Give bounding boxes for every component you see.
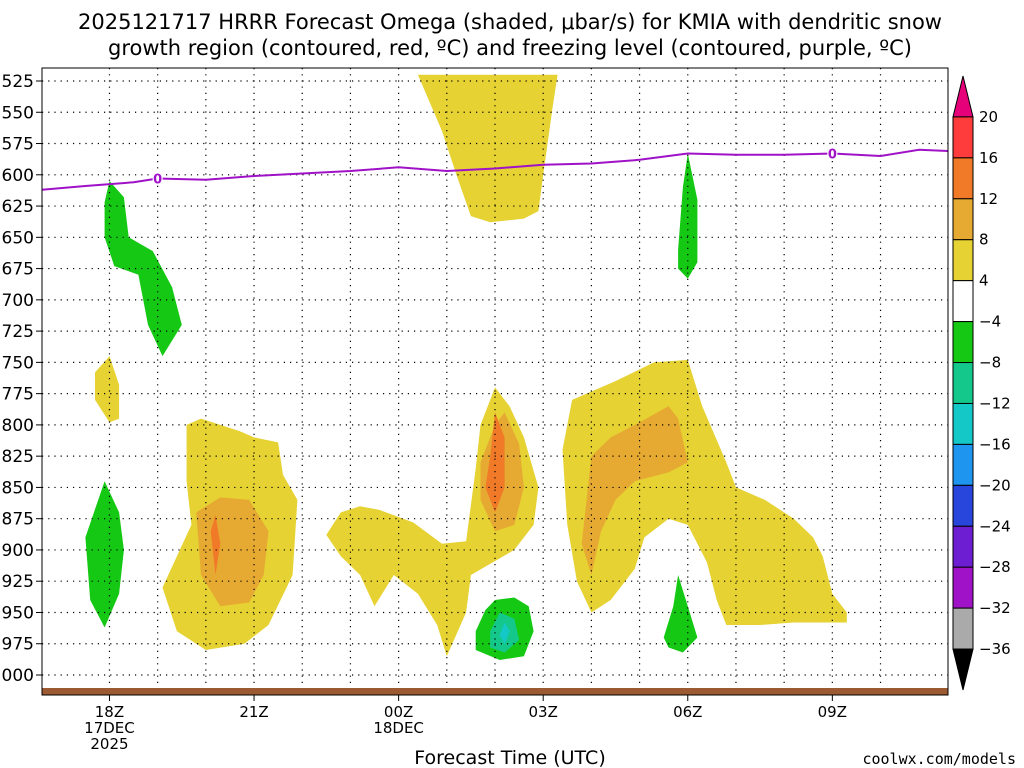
- x-tick-label: 17DEC: [84, 719, 135, 737]
- freezing-level-label: 0: [153, 173, 162, 188]
- colorbar-bin: [952, 239, 974, 282]
- x-tick-label: 21Z: [239, 703, 268, 721]
- colorbar-bin: [952, 484, 974, 527]
- colorbar-label: −4: [979, 313, 1001, 331]
- y-tick-label: 575: [2, 135, 34, 155]
- freezing-level-line: [42, 148, 948, 191]
- y-tick-label: 725: [2, 322, 34, 342]
- colorbar-bin: [952, 566, 974, 609]
- y-tick-label: 800: [2, 416, 34, 436]
- y-tick-label: 750: [2, 353, 34, 373]
- freezing-label-bg: [827, 145, 838, 161]
- y-tick-label: 775: [2, 385, 34, 405]
- colorbar-label: −32: [979, 599, 1011, 617]
- chart-title-line-1: 2025121717 HRRR Forecast Omega (shaded, …: [78, 10, 942, 34]
- colorbar-label: 16: [979, 149, 998, 167]
- omega-region-13: [663, 575, 698, 653]
- colorbar-bin: [952, 157, 974, 200]
- colorbar-bin: [952, 280, 974, 323]
- plot-frame: [41, 67, 949, 696]
- colorbar-bin: [952, 116, 974, 159]
- y-tick-label: 700: [2, 291, 34, 311]
- grid-layer: [42, 68, 948, 695]
- y-tick-label: 950: [2, 603, 34, 623]
- colorbar: 20 16 12 8 4 −4 −8 −12 −16 −20 −24 −28 −32 −36: [952, 75, 1011, 691]
- omega-region-16: [499, 622, 510, 644]
- colorbar-label: −20: [979, 476, 1011, 494]
- y-tick-label: 875: [2, 510, 34, 530]
- colorbar-bin: [952, 402, 974, 445]
- colorbar-bin: [952, 525, 974, 568]
- y-tick-label: 650: [2, 228, 34, 248]
- colorbar-label: 20: [979, 108, 998, 126]
- x-tick-label: 03Z: [529, 703, 558, 721]
- y-tick-label: 850: [2, 478, 34, 498]
- omega-region-4: [85, 481, 124, 628]
- omega-region-1: [104, 181, 182, 357]
- colorbar-label: −28: [979, 558, 1011, 576]
- colorbar-bin: [952, 362, 974, 404]
- y-tick-label: 600: [2, 166, 34, 186]
- omega-region-0: [417, 74, 558, 223]
- y-tick-label: 525: [2, 72, 34, 92]
- colorbar-label: −12: [979, 394, 1011, 412]
- credit-text[interactable]: coolwx.com/models: [862, 750, 1016, 768]
- colorbar-label: −8: [979, 354, 1001, 372]
- colorbar-bin: [952, 321, 974, 364]
- colorbar-bin: [952, 198, 974, 241]
- x-tick-label: 09Z: [818, 703, 847, 721]
- x-tick-label: 18DEC: [373, 719, 424, 737]
- colorbar-label: −16: [979, 435, 1011, 453]
- x-axis-label: Forecast Time (UTC): [414, 747, 605, 768]
- colorbar-label: 4: [979, 272, 989, 290]
- y-tick-label: 550: [2, 103, 34, 123]
- omega-region-12: [581, 406, 688, 575]
- omega-region-2: [678, 153, 698, 279]
- y-tick-label: 1000: [0, 666, 34, 686]
- x-tick-label: 18Z: [95, 703, 124, 721]
- y-tick-label: 900: [2, 541, 34, 561]
- x-tick-label: 00Z: [384, 703, 413, 721]
- y-tick-label: 975: [2, 635, 34, 655]
- colorbar-label: −36: [979, 640, 1011, 658]
- omega-region-3: [95, 356, 120, 423]
- colorbar-label: 12: [979, 190, 998, 208]
- colorbar-label: 8: [979, 231, 989, 249]
- y-tick-label: 825: [2, 447, 34, 467]
- x-tick-label: 2025: [90, 735, 128, 753]
- y-tick-label: 925: [2, 572, 34, 592]
- x-tick-label: 06Z: [673, 703, 702, 721]
- omega-region-10: [485, 412, 505, 513]
- colorbar-label: −24: [979, 517, 1011, 535]
- y-tick-label: 675: [2, 260, 34, 280]
- y-axis: 525 550 575 600 625 650 675 700 725 750 775 800 825 8…: [0, 72, 42, 686]
- colorbar-bin: [952, 443, 974, 486]
- ground-surface: [42, 688, 948, 695]
- y-tick-label: 625: [2, 197, 34, 217]
- colorbar-arrow-bottom: [952, 648, 974, 691]
- colorbar-bin: [952, 607, 974, 650]
- ground-layer: [42, 688, 948, 695]
- omega-region-7: [210, 514, 221, 575]
- colorbar-arrow-top: [952, 75, 974, 118]
- omega-shading-layer: [85, 74, 847, 660]
- chart-title-line-2: growth region (contoured, red, ºC) and f…: [108, 36, 912, 60]
- freezing-level-label: 0: [828, 148, 837, 163]
- freezing-level-layer: 00: [42, 145, 948, 191]
- freezing-label-bg: [152, 170, 163, 186]
